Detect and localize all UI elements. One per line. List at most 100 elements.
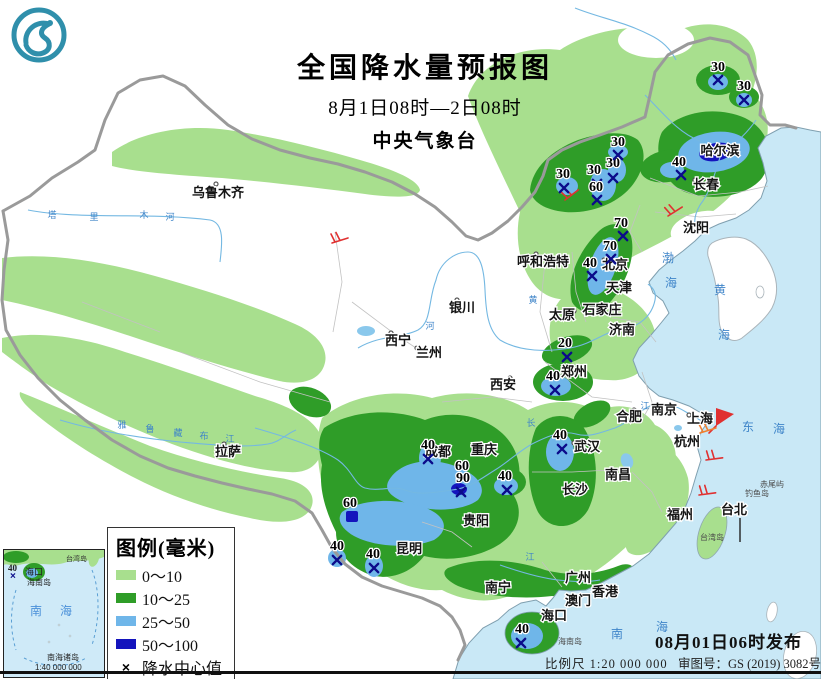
city-dot [567, 571, 573, 577]
precip-center-cross-icon [586, 270, 598, 282]
cma-logo-icon [11, 7, 67, 63]
precip-center-value: 70 [603, 239, 617, 254]
precip-center-cross-icon [605, 253, 617, 265]
cma-logo [10, 6, 68, 64]
river-name-label: 江 [640, 401, 649, 411]
precip-center-cross-icon [501, 484, 513, 496]
legend-label: 降水中心值 [142, 661, 223, 678]
city-label: 贵阳 [463, 513, 489, 528]
precip-50-100-layer [346, 142, 733, 522]
city-dot [560, 365, 566, 371]
city-dot [571, 308, 577, 314]
city-label: 合肥 [616, 409, 642, 424]
legend-swatch [116, 616, 136, 626]
city-label: 长春 [693, 177, 720, 192]
precip-center-value: 40 [672, 155, 686, 170]
precip-center-value: 40 [366, 547, 380, 562]
sea-name-label: 南 [611, 626, 623, 641]
city-label: 福州 [666, 507, 693, 522]
inset-taiwan-label: 台湾岛 [66, 556, 87, 563]
map-scale: 比例尺 1:20 000 000 [545, 657, 668, 671]
sea-name-label: 海 [665, 275, 677, 290]
inset-hainan-label: 海南岛 [27, 578, 51, 587]
taiwan-island [696, 506, 728, 560]
river-name-label: 藏 [173, 427, 182, 438]
city-label: 北京 [602, 257, 628, 272]
city-label: 长沙 [562, 482, 588, 497]
precip-25-50-layer [328, 74, 752, 577]
river-name-label: 鲁 [145, 423, 154, 434]
sea-name-label: 渤 [662, 251, 674, 265]
city-dot [464, 514, 470, 520]
precip-center-cross-icon [455, 486, 467, 498]
precip-center-value: 20 [558, 336, 572, 351]
legend-label: 25～50 [142, 615, 191, 632]
precip-center-value: 30 [556, 167, 570, 182]
legend-item: 50～100 [116, 635, 226, 655]
city-label: 上海 [687, 411, 713, 426]
island-name-label: 钓鱼岛 [745, 488, 769, 498]
legend-item: 25～50 [116, 612, 226, 632]
precip-center-value: 40 [515, 622, 529, 637]
river-name-label: 布 [199, 430, 208, 441]
precip-center-cross-icon [591, 178, 603, 190]
legend-swatch [116, 593, 136, 603]
city-dot [486, 581, 492, 587]
south-china-sea-inset: 40 × 海口 海南岛 台湾岛 南海 南海诸岛 1:40 000 000 [3, 549, 105, 678]
city-dot [631, 407, 637, 413]
city-dot [471, 443, 477, 449]
city-label: 济南 [609, 322, 635, 337]
city-dot [609, 280, 615, 286]
legend-rows: 0～10 10～25 25～50 50～100 × 降水中心值 [116, 566, 226, 678]
precip-center-cross-icon [561, 351, 573, 363]
offshore-islands [755, 285, 817, 679]
precip-center-value: 40 [498, 469, 512, 484]
city-label: 郑州 [561, 364, 587, 379]
legend-label: 50～100 [142, 638, 199, 655]
city-label: 香港 [591, 584, 619, 599]
legend-label: 0～10 [142, 569, 183, 586]
river-name-label: 黄 [528, 294, 537, 305]
precip-center-value: 40 [583, 256, 597, 271]
precip-center-value: 40 [553, 428, 567, 443]
precip-center-cross-icon [422, 453, 434, 465]
legend-item: 0～10 [116, 566, 226, 586]
map-labels-layer: 渤海 黄海东 海南 海塔里木河黄河长江江雅鲁藏布江台湾岛海南岛钓鱼岛赤尾屿乌鲁木齐哈尔… [47, 59, 785, 649]
river-name-label: 江 [225, 434, 234, 444]
precip-center-cross-icon [675, 169, 687, 181]
city-label: 杭州 [674, 434, 700, 449]
city-dot [568, 595, 574, 601]
precip-center-value: 30 [587, 163, 601, 178]
city-label: 武汉 [574, 439, 601, 454]
city-dot [610, 323, 616, 329]
legend-swatch [116, 570, 136, 580]
river-name-label: 里 [89, 212, 98, 222]
river-name-label: 长 [526, 417, 535, 428]
city-dot [686, 412, 692, 418]
publish-time: 08月01日06时发布 [655, 633, 802, 652]
city-dot [397, 542, 403, 548]
city-label: 南京 [651, 402, 677, 417]
city-label: 天津 [606, 280, 632, 295]
city-label: 拉萨 [215, 444, 241, 459]
city-label: 昆明 [396, 541, 422, 556]
precip-center-value: 60 [455, 459, 469, 474]
precip-center-value: 30 [737, 79, 751, 94]
sea-name-label: 海 [718, 327, 730, 342]
korea-peninsula [707, 236, 777, 341]
river-name-label: 雅 [117, 419, 126, 430]
precip-center-cross-icon [591, 194, 603, 206]
city-label: 南宁 [485, 580, 511, 595]
city-label: 澳门 [565, 593, 591, 608]
precip-center-value: 40 [330, 539, 344, 554]
city-dot [213, 181, 219, 187]
city-dot [675, 435, 681, 441]
river-name-label: 木 [139, 209, 148, 220]
city-label: 呼和浩特 [517, 254, 569, 269]
river-name-label: 塔 [47, 209, 56, 220]
precip-center-cross-icon [738, 94, 750, 106]
precip-center-cross-icon [612, 149, 624, 161]
city-dot [606, 468, 612, 474]
inset-sea-label: 南海 [30, 604, 91, 618]
